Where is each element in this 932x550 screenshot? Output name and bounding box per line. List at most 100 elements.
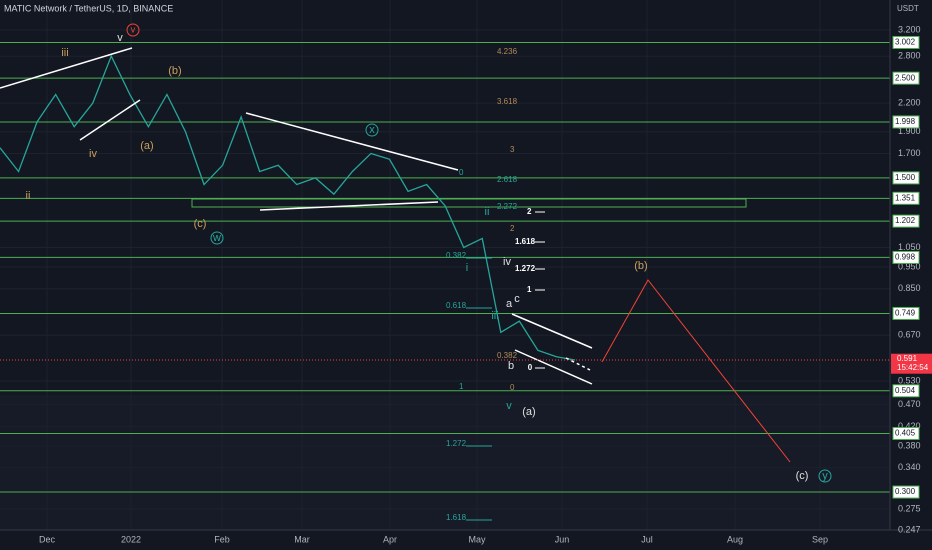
fib-label: 0.618 — [446, 301, 467, 310]
level-badge — [892, 214, 920, 228]
level-label: 1.202 — [895, 216, 916, 225]
y-tick-label: 1.050 — [898, 242, 921, 252]
level-label: 1.351 — [895, 193, 916, 202]
levels — [0, 41, 890, 493]
level-label: 3.002 — [895, 38, 916, 47]
y-tick-label: 2.800 — [898, 50, 921, 60]
y-tick-label: 0.670 — [898, 330, 921, 340]
x-tick-label: Jun — [555, 534, 570, 544]
level-badge — [892, 485, 920, 499]
fib-label: 0.382 — [446, 251, 467, 260]
y-tick-label: 0.950 — [898, 261, 921, 271]
x-tick-label: May — [468, 534, 486, 544]
x-tick-label: Aug — [727, 534, 743, 544]
wave-label: (b) — [634, 260, 647, 272]
y-tick-label: 3.200 — [898, 24, 921, 34]
level-label: 0.504 — [895, 386, 916, 395]
current-price: 0.591 — [897, 354, 918, 363]
wave-label: v — [131, 24, 136, 34]
wave-label: (a) — [140, 140, 153, 152]
countdown: 15:42:54 — [897, 363, 929, 372]
wave-label: c — [514, 293, 520, 305]
y-tick-label: 0.470 — [898, 399, 921, 409]
fib-label: 0 — [459, 168, 464, 177]
price — [0, 54, 576, 361]
wave-label: b — [508, 360, 514, 372]
wave-label: w — [212, 232, 221, 244]
x-tick-label: Sep — [812, 534, 828, 544]
level-badge — [892, 384, 920, 398]
y-tick-label: 0.530 — [898, 375, 921, 385]
fib-label: 3.618 — [497, 97, 518, 106]
range-box — [191, 198, 747, 208]
level-badge — [892, 306, 920, 320]
trendlines — [0, 47, 593, 385]
level-badge — [892, 191, 920, 205]
fib-label: 2.618 — [497, 175, 518, 184]
fib-label: 2 — [527, 207, 532, 216]
level-badge — [892, 115, 920, 129]
x-tick-label: Mar — [294, 534, 310, 544]
y-tick-label: 1.700 — [898, 148, 921, 158]
x-tick-label: Apr — [383, 534, 397, 544]
y-tick-label: 0.340 — [898, 462, 921, 472]
y-tick-label: 0.275 — [898, 503, 921, 513]
price-badge — [891, 353, 932, 374]
fib-underlines — [466, 211, 545, 521]
y-tick-label: 0.420 — [898, 421, 921, 431]
fib-label: 1.272 — [446, 439, 467, 448]
level-label: 1.500 — [895, 173, 916, 182]
wave-label: (c) — [194, 218, 207, 230]
wave-label: iv — [89, 148, 97, 160]
wave-label: iii — [491, 310, 498, 322]
y-unit: USDT — [897, 4, 919, 13]
wave-label: iii — [61, 47, 68, 59]
fib-label: 0 — [510, 383, 515, 392]
fib-label: 1 — [527, 285, 532, 294]
level-badge — [892, 35, 920, 49]
fib-label: 1.618 — [446, 513, 467, 522]
fib-label: 4.236 — [497, 47, 518, 56]
y-tick-label: 2.200 — [898, 98, 921, 108]
wave-label: (b) — [168, 65, 181, 77]
y-tick-label: 1.900 — [898, 126, 921, 136]
fib-label: 0.382 — [497, 351, 518, 360]
wave-label: v — [117, 32, 123, 44]
y-tick-label: 0.247 — [898, 524, 921, 534]
wave-label: iv — [503, 256, 511, 268]
level-badge — [892, 71, 920, 85]
x-tick-label: Jul — [641, 534, 653, 544]
level-badge — [892, 426, 920, 440]
level-badge — [892, 250, 920, 264]
y-tick-label: 0.380 — [898, 440, 921, 450]
fib-label: 2.272 — [497, 202, 518, 211]
x-tick-label: Feb — [214, 534, 230, 544]
wave-label: a — [506, 298, 513, 310]
price-line — [0, 54, 576, 361]
wave-label: v — [506, 400, 512, 412]
volume-area — [0, 395, 890, 530]
level-label: 0.749 — [895, 309, 916, 318]
level-label: 2.500 — [895, 73, 916, 82]
level-badge — [892, 171, 920, 185]
x-tick-label: 2022 — [121, 534, 141, 544]
level-label: 0.405 — [895, 429, 916, 438]
chart-title: MATIC Network / TetherUS, 1D, BINANCE — [4, 3, 173, 13]
wave-label: i — [466, 262, 468, 274]
wave-label: y — [822, 470, 828, 482]
wave-label: ii — [485, 206, 490, 218]
fib-label: 1.272 — [515, 264, 536, 273]
level-label: 0.998 — [895, 253, 916, 262]
fib-label: 2 — [510, 224, 515, 233]
x-tick-label: Dec — [39, 534, 56, 544]
wave-label: (c) — [796, 470, 809, 482]
level-label: 0.300 — [895, 487, 916, 496]
fib-label: 1.618 — [515, 237, 536, 246]
fib-label: 0 — [528, 363, 533, 372]
projection — [601, 279, 791, 463]
wave-label: (a) — [522, 406, 535, 418]
wave-circles — [126, 23, 832, 483]
wave-label: ii — [26, 190, 31, 202]
y-tick-label: 0.850 — [898, 283, 921, 293]
